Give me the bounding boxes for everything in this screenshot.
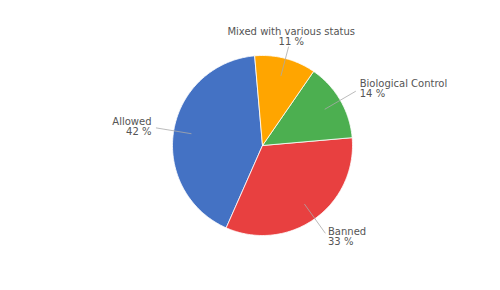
svg-text:Biological Control14 %: Biological Control14 % — [360, 78, 448, 99]
svg-text:Allowed42 %: Allowed42 % — [112, 116, 151, 137]
svg-text:Banned33 %: Banned33 % — [328, 226, 366, 247]
svg-text:Mixed with various status11 %: Mixed with various status11 % — [227, 26, 355, 47]
